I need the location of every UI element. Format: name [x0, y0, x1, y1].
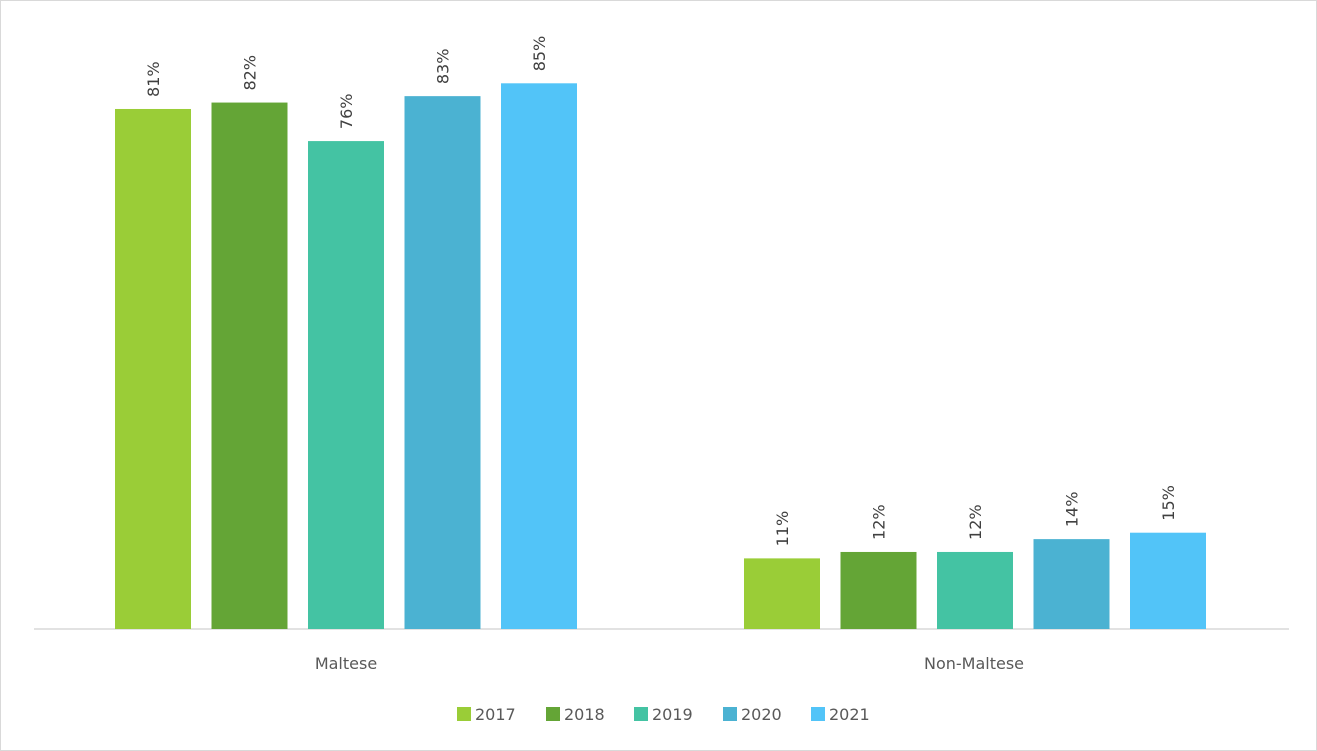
- data-label-non-maltese-2019: 12%: [966, 504, 985, 540]
- legend-label-2021: 2021: [829, 705, 870, 724]
- legend-swatch-2021: [811, 707, 825, 721]
- data-label-maltese-2019: 76%: [337, 94, 356, 130]
- legend-item-2020: 2020: [723, 705, 782, 724]
- bar-non-maltese-2017: [744, 558, 820, 629]
- legend-swatch-2018: [546, 707, 560, 721]
- category-labels-layer: Maltese Non-Maltese: [315, 654, 1024, 673]
- bar-non-maltese-2020: [1033, 539, 1110, 629]
- data-label-maltese-2021: 85%: [530, 36, 549, 72]
- data-label-non-maltese-2017: 11%: [773, 511, 792, 547]
- legend-label-2018: 2018: [564, 705, 605, 724]
- data-label-non-maltese-2020: 14%: [1063, 492, 1082, 528]
- bar-non-maltese-2021: [1130, 532, 1206, 629]
- legend-label-2017: 2017: [475, 705, 516, 724]
- bar-maltese-2018: [211, 102, 288, 629]
- data-label-maltese-2018: 82%: [241, 55, 260, 91]
- legend-label-2020: 2020: [741, 705, 782, 724]
- legend-swatch-2019: [634, 707, 648, 721]
- legend-swatch-2017: [457, 707, 471, 721]
- bar-maltese-2020: [404, 96, 481, 629]
- bar-maltese-2019: [308, 141, 384, 629]
- legend-item-2021: 2021: [811, 705, 870, 724]
- data-label-non-maltese-2021: 15%: [1159, 485, 1178, 521]
- legend: 2017 2018 2019 2020 2021: [457, 705, 870, 724]
- data-labels-layer: 81% 82% 76% 83% 85% 11% 12% 12% 14% 15%: [144, 36, 1178, 547]
- bar-maltese-2021: [501, 83, 577, 630]
- legend-item-2017: 2017: [457, 705, 516, 724]
- legend-swatch-2020: [723, 707, 737, 721]
- legend-item-2018: 2018: [546, 705, 605, 724]
- data-label-non-maltese-2018: 12%: [870, 504, 889, 540]
- legend-item-2019: 2019: [634, 705, 693, 724]
- data-label-maltese-2017: 81%: [144, 61, 163, 97]
- category-label-maltese: Maltese: [315, 654, 377, 673]
- bars-layer: [115, 83, 1206, 630]
- legend-label-2019: 2019: [652, 705, 693, 724]
- data-label-maltese-2020: 83%: [434, 49, 453, 85]
- bar-non-maltese-2019: [937, 551, 1013, 629]
- bar-non-maltese-2018: [840, 551, 917, 629]
- category-label-non-maltese: Non-Maltese: [924, 654, 1024, 673]
- bar-maltese-2017: [115, 108, 191, 630]
